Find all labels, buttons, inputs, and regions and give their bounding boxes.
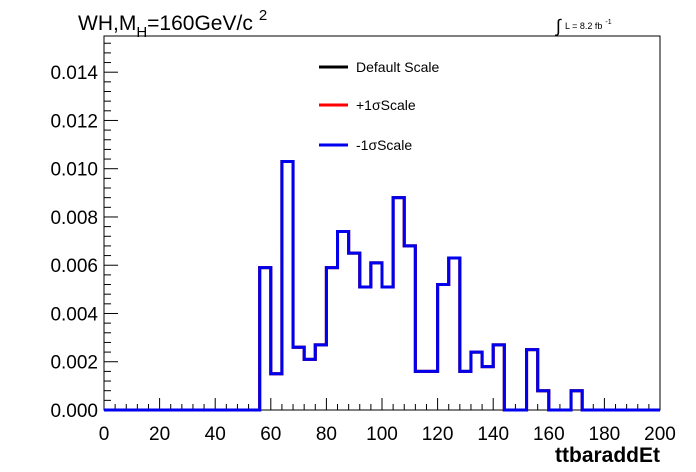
y-tick-label: 0.012 <box>50 111 98 132</box>
y-tick-label: 0.002 <box>50 353 98 374</box>
title-subscript: H <box>136 24 147 41</box>
x-tick-label: 80 <box>316 424 337 445</box>
y-tick-label: 0.010 <box>50 160 98 181</box>
legend-label: +1σScale <box>356 97 416 113</box>
x-tick-label: 180 <box>589 424 621 445</box>
y-tick-label: 0.008 <box>50 208 98 229</box>
legend: Default Scale +1σScale -1σScale <box>319 59 439 153</box>
series-group <box>104 159 660 412</box>
x-tick-label: 20 <box>149 424 170 445</box>
y-axis: 0.000 0.002 0.004 0.006 0.008 0.010 0.012 0.014 <box>50 42 118 422</box>
y-tick-label: 0.004 <box>50 304 98 325</box>
legend-label: -1σScale <box>356 137 412 153</box>
luminosity-superscript: -1 <box>605 19 611 26</box>
y-tick-label: 0.000 <box>50 401 98 422</box>
title-suffix: =160GeV/c <box>147 12 253 35</box>
x-axis-label: ttbaraddEt <box>555 444 660 467</box>
title-superscript: 2 <box>259 7 267 24</box>
y-tick-label: 0.006 <box>50 256 98 277</box>
x-tick-label: 200 <box>644 424 676 445</box>
x-tick-label: 100 <box>366 424 398 445</box>
plot-frame <box>103 35 661 411</box>
x-tick-label: 120 <box>422 424 454 445</box>
x-tick-label: 160 <box>533 424 565 445</box>
legend-label: Default Scale <box>356 59 439 75</box>
series-line-2 <box>104 159 660 412</box>
chart-title: WH,MH=160GeV/c 2 <box>78 7 267 41</box>
luminosity-text: L = 8.2 fb <box>565 21 602 31</box>
x-tick-label: 0 <box>99 424 110 445</box>
luminosity-integral-sign: ∫ <box>554 16 562 36</box>
x-axis: 0 20 40 60 80 100 120 140 160 180 200 <box>99 398 676 445</box>
y-tick-label: 0.014 <box>50 63 98 84</box>
x-tick-label: 60 <box>260 424 281 445</box>
luminosity-label: ∫ L = 8.2 fb -1 <box>554 16 612 36</box>
x-tick-label: 40 <box>205 424 226 445</box>
title-prefix: WH,M <box>78 12 136 35</box>
x-tick-label: 140 <box>477 424 509 445</box>
